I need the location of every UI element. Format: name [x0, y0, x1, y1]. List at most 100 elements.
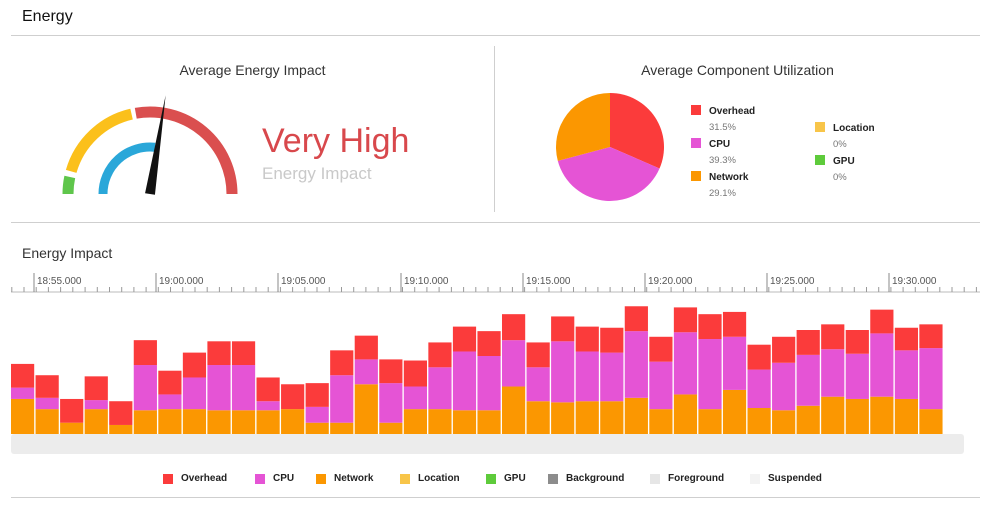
bar-segment-overhead	[722, 311, 747, 337]
ruler-tick-label: 19:00.000	[159, 276, 204, 287]
chart-legend-swatch	[163, 473, 173, 484]
pie-legend-value: 31.5%	[709, 122, 736, 133]
bar-segment-network	[133, 410, 157, 434]
bar-segment-overhead	[35, 375, 59, 398]
bar-segment-overhead	[133, 340, 157, 366]
bar-segment-overhead	[821, 324, 845, 350]
impact-level-label: Very High	[262, 122, 410, 160]
gauge-section-title: Average Energy Impact	[179, 62, 326, 78]
bar-segment-cpu	[894, 350, 918, 399]
bar-segment-cpu	[845, 353, 869, 399]
pie-section-title: Average Component Utilization	[641, 62, 834, 78]
chart-legend-swatch	[255, 473, 265, 484]
chart-legend-item-location: Location	[400, 473, 460, 484]
bar-segment-cpu	[600, 352, 624, 402]
bar-segment-network	[403, 409, 427, 434]
pie-legend-name: CPU	[709, 139, 731, 150]
bar-segment-network	[231, 410, 256, 434]
bar-segment-overhead	[158, 370, 182, 395]
bar-segment-network	[330, 422, 354, 434]
bar-segment-network	[109, 424, 133, 434]
ruler-tick-label: 19:20.000	[648, 276, 693, 287]
bar-segment-overhead	[772, 336, 796, 363]
pie-slice-network	[556, 93, 610, 161]
chart-legend-label: Location	[418, 473, 460, 484]
window-title: Energy	[22, 8, 73, 25]
bar-segment-overhead	[747, 344, 771, 370]
bar-segment-cpu	[502, 340, 526, 387]
bar-segment-network	[11, 398, 35, 434]
bar-segment-cpu	[379, 383, 403, 423]
bar-segment-network	[722, 389, 747, 434]
bar-segment-cpu	[722, 336, 747, 390]
bar-segment-cpu	[330, 375, 354, 423]
bar-segment-network	[649, 409, 673, 434]
bar-segment-cpu	[747, 369, 771, 408]
bar-segment-overhead	[894, 327, 918, 351]
bar-segment-cpu	[673, 332, 698, 395]
upper-divider	[11, 222, 980, 223]
chart-legend-item-network: Network	[316, 473, 373, 484]
bar-segment-overhead	[231, 341, 256, 366]
bar-segment-network	[305, 422, 329, 434]
title-divider	[11, 35, 980, 36]
bar-segment-network	[354, 384, 378, 434]
chart-legend-item-gpu: GPU	[486, 473, 526, 484]
ruler-tick-label: 19:25.000	[770, 276, 815, 287]
pie-legend-name: Network	[709, 172, 749, 183]
bar-segment-overhead	[428, 342, 452, 368]
bar-segment-cpu	[84, 400, 108, 410]
pie-legend-value: 29.1%	[709, 188, 736, 199]
bar-segment-overhead	[796, 330, 820, 355]
bar-segment-cpu	[624, 331, 648, 398]
pie-slice-cpu	[557, 147, 660, 202]
section-divider	[494, 46, 495, 212]
chart-legend-label: GPU	[504, 473, 526, 484]
chart-legend-swatch	[750, 473, 760, 484]
gauge-yellow-arc	[65, 108, 133, 174]
pie-legend-item-overhead: Overhead 31.5%	[691, 101, 755, 133]
bar-segment-cpu	[231, 365, 256, 411]
bar-segment-overhead	[60, 398, 84, 423]
bar-segment-network	[600, 401, 624, 434]
bar-segment-cpu	[158, 394, 182, 410]
bar-segment-network	[477, 410, 501, 434]
bar-segment-network	[673, 394, 698, 434]
bar-segment-cpu	[35, 397, 59, 410]
bar-segment-cpu	[305, 406, 329, 423]
bar-segment-network	[624, 397, 648, 434]
bar-segment-network	[551, 402, 575, 434]
bar-segment-cpu	[575, 351, 599, 402]
bar-segment-network	[698, 409, 722, 434]
gauge-blue-arc	[98, 142, 156, 195]
bar-segment-network	[207, 410, 231, 434]
chart-legend-item-foreground: Foreground	[650, 473, 724, 484]
bar-segment-cpu	[919, 348, 943, 410]
bar-segment-cpu	[403, 386, 427, 410]
bar-segment-cpu	[182, 377, 207, 410]
bar-segment-overhead	[11, 363, 35, 388]
gauge-red-arc	[134, 106, 238, 195]
chart-legend-label: Overhead	[181, 473, 228, 484]
ruler-tick-label: 19:15.000	[526, 276, 571, 287]
bar-segment-network	[796, 405, 820, 434]
impact-sublabel: Energy Impact	[262, 164, 372, 183]
bar-segment-network	[747, 408, 771, 434]
bar-segment-cpu	[649, 361, 673, 410]
timeline-scrollbar[interactable]	[11, 434, 964, 454]
bar-segment-overhead	[281, 384, 305, 410]
bar-segment-overhead	[575, 326, 599, 352]
bar-segment-overhead	[845, 330, 869, 354]
bar-segment-overhead	[624, 306, 648, 332]
pie-slice-overhead	[610, 93, 664, 169]
bar-segment-cpu	[698, 339, 722, 410]
bar-segment-cpu	[256, 401, 280, 411]
ruler-tick-label: 18:55.000	[37, 276, 82, 287]
chart-legend-swatch	[400, 473, 410, 484]
bar-segment-cpu	[354, 359, 378, 385]
bar-segment-cpu	[11, 387, 35, 399]
bar-segment-overhead	[84, 376, 108, 401]
bar-segment-network	[256, 410, 280, 434]
bar-segment-cpu	[870, 333, 894, 397]
bar-segment-overhead	[551, 316, 575, 342]
